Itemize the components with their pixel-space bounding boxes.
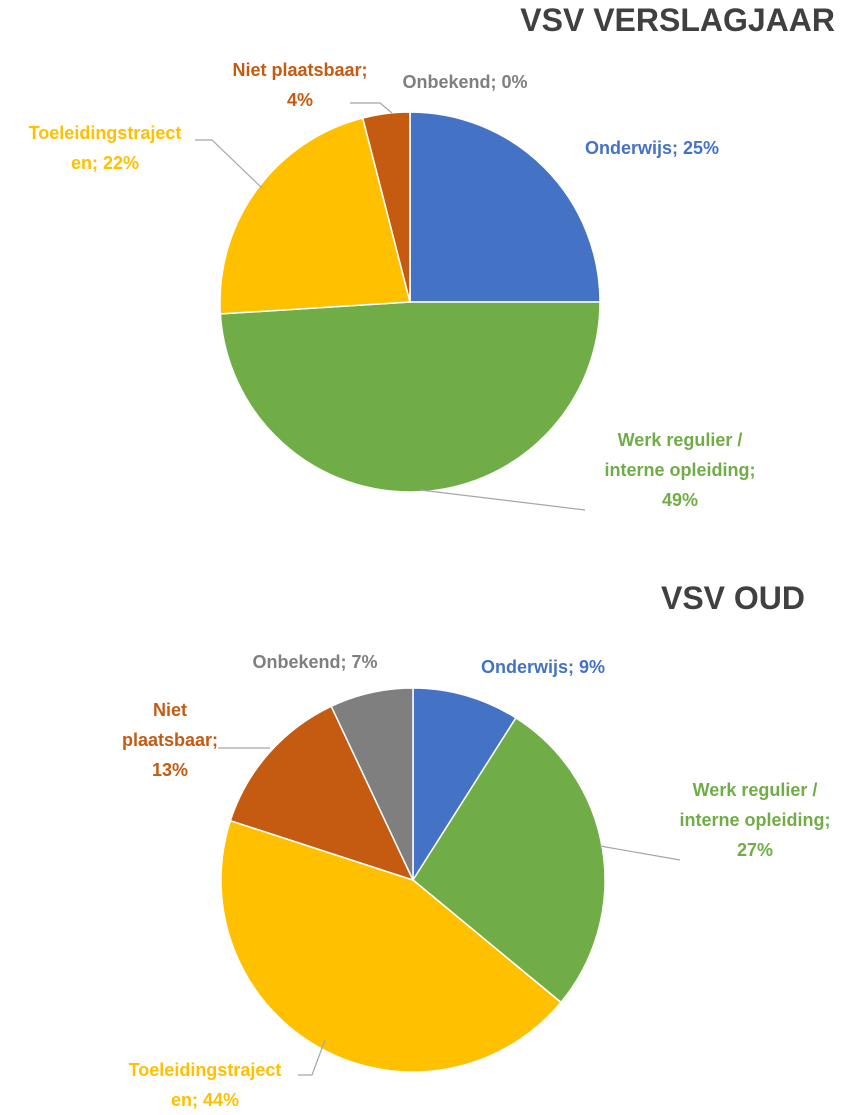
pie-slice xyxy=(409,111,601,303)
leader-line xyxy=(419,489,586,511)
leader-line xyxy=(350,102,393,114)
pie-slice xyxy=(412,687,517,883)
data-label: Onbekend; 7% xyxy=(252,652,378,672)
pie-slice xyxy=(412,716,606,1004)
leader-line xyxy=(195,139,263,189)
pie-slice xyxy=(219,301,601,493)
data-label: Niet plaatsbaar; 13% xyxy=(121,700,219,780)
data-label: Niet plaatsbaar; 4% xyxy=(232,60,368,110)
data-label: Onbekend; 0% xyxy=(402,72,528,92)
data-label: Onderwijs; 9% xyxy=(480,657,606,677)
pie-slice xyxy=(219,117,411,315)
pie-slice xyxy=(220,819,562,1073)
chart-title: VSV OUD xyxy=(660,580,805,616)
data-label: Werk regulier / interne opleiding; 27% xyxy=(679,780,831,860)
pie-slice xyxy=(330,687,414,881)
chart-title: VSV VERSLAGJAAR xyxy=(520,2,835,38)
leader-line xyxy=(599,845,681,861)
data-label: Werk regulier / interne opleiding; 49% xyxy=(604,430,756,510)
data-label: Toeleidingstrajecten; 44% xyxy=(128,1060,282,1110)
data-label: Onderwijs; 25% xyxy=(584,138,720,158)
data-label: Toeleidingstrajecten; 22% xyxy=(28,123,182,173)
pie-slice xyxy=(229,705,415,882)
leader-line xyxy=(298,1039,326,1076)
